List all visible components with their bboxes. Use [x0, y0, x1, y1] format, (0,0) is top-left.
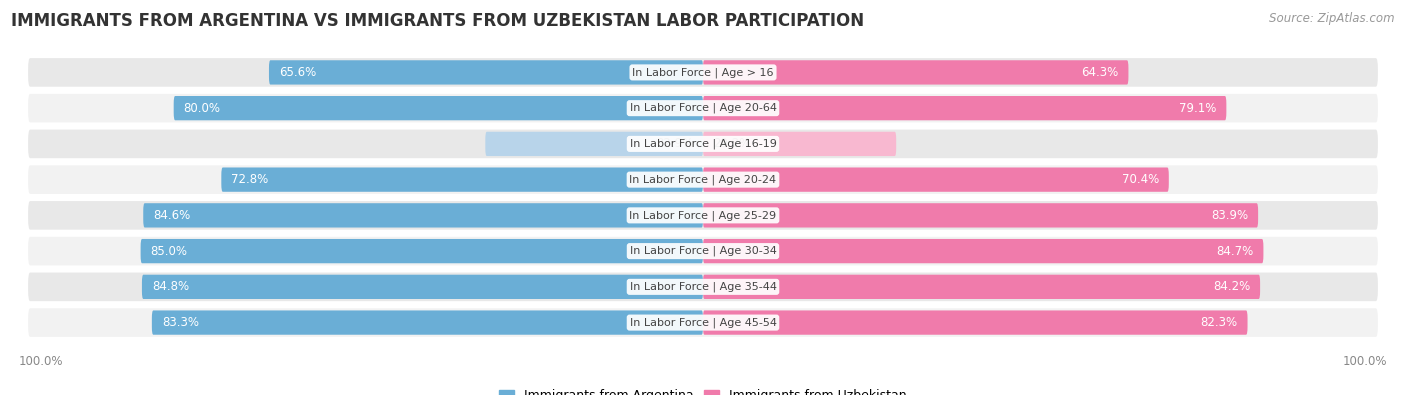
Text: 64.3%: 64.3%	[1081, 66, 1119, 79]
Text: 82.3%: 82.3%	[1201, 316, 1237, 329]
FancyBboxPatch shape	[703, 60, 1129, 85]
FancyBboxPatch shape	[703, 310, 1247, 335]
FancyBboxPatch shape	[28, 94, 1378, 122]
Text: 84.8%: 84.8%	[152, 280, 188, 293]
Text: In Labor Force | Age 16-19: In Labor Force | Age 16-19	[630, 139, 776, 149]
Text: 84.7%: 84.7%	[1216, 245, 1254, 258]
Text: 72.8%: 72.8%	[231, 173, 269, 186]
Text: 29.2%: 29.2%	[713, 137, 751, 150]
Text: 83.3%: 83.3%	[162, 316, 198, 329]
FancyBboxPatch shape	[28, 201, 1378, 229]
FancyBboxPatch shape	[28, 130, 1378, 158]
FancyBboxPatch shape	[28, 308, 1378, 337]
FancyBboxPatch shape	[221, 167, 703, 192]
Text: In Labor Force | Age 45-54: In Labor Force | Age 45-54	[630, 317, 776, 328]
FancyBboxPatch shape	[28, 273, 1378, 301]
FancyBboxPatch shape	[269, 60, 703, 85]
FancyBboxPatch shape	[28, 58, 1378, 87]
FancyBboxPatch shape	[142, 275, 703, 299]
FancyBboxPatch shape	[28, 166, 1378, 194]
FancyBboxPatch shape	[703, 132, 896, 156]
Text: In Labor Force | Age 25-29: In Labor Force | Age 25-29	[630, 210, 776, 221]
Text: Source: ZipAtlas.com: Source: ZipAtlas.com	[1270, 12, 1395, 25]
Text: In Labor Force | Age 30-34: In Labor Force | Age 30-34	[630, 246, 776, 256]
FancyBboxPatch shape	[703, 239, 1264, 263]
Text: In Labor Force | Age > 16: In Labor Force | Age > 16	[633, 67, 773, 78]
FancyBboxPatch shape	[28, 237, 1378, 265]
FancyBboxPatch shape	[174, 96, 703, 120]
Text: 80.0%: 80.0%	[184, 102, 221, 115]
Text: 65.6%: 65.6%	[278, 66, 316, 79]
FancyBboxPatch shape	[143, 203, 703, 228]
Text: 32.9%: 32.9%	[655, 137, 693, 150]
FancyBboxPatch shape	[703, 167, 1168, 192]
Text: In Labor Force | Age 20-64: In Labor Force | Age 20-64	[630, 103, 776, 113]
Text: IMMIGRANTS FROM ARGENTINA VS IMMIGRANTS FROM UZBEKISTAN LABOR PARTICIPATION: IMMIGRANTS FROM ARGENTINA VS IMMIGRANTS …	[11, 12, 865, 30]
FancyBboxPatch shape	[703, 275, 1260, 299]
FancyBboxPatch shape	[485, 132, 703, 156]
Text: 84.2%: 84.2%	[1213, 280, 1250, 293]
FancyBboxPatch shape	[703, 203, 1258, 228]
Text: 83.9%: 83.9%	[1211, 209, 1249, 222]
Legend: Immigrants from Argentina, Immigrants from Uzbekistan: Immigrants from Argentina, Immigrants fr…	[495, 384, 911, 395]
Text: 79.1%: 79.1%	[1180, 102, 1216, 115]
FancyBboxPatch shape	[703, 96, 1226, 120]
Text: 85.0%: 85.0%	[150, 245, 187, 258]
FancyBboxPatch shape	[152, 310, 703, 335]
Text: In Labor Force | Age 35-44: In Labor Force | Age 35-44	[630, 282, 776, 292]
Text: In Labor Force | Age 20-24: In Labor Force | Age 20-24	[630, 174, 776, 185]
Text: 84.6%: 84.6%	[153, 209, 190, 222]
FancyBboxPatch shape	[141, 239, 703, 263]
Text: 70.4%: 70.4%	[1122, 173, 1159, 186]
